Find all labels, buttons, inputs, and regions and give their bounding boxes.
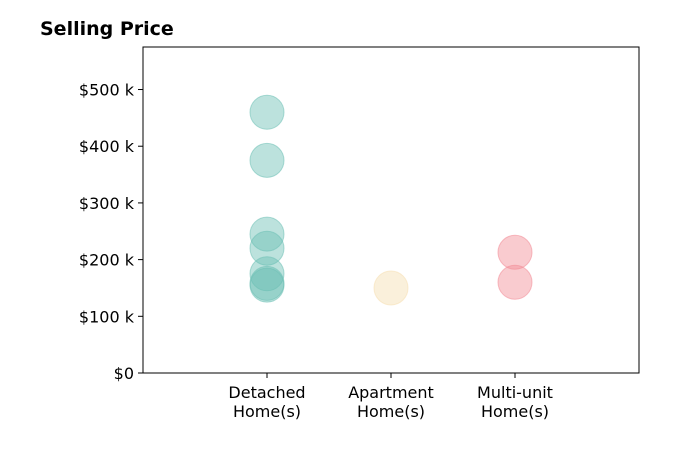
data-point — [249, 230, 285, 266]
x-tick-label-line: Multi-unit — [477, 383, 553, 402]
data-point — [249, 216, 285, 252]
data-point — [373, 270, 409, 306]
x-tick-label: Detached Home(s) — [228, 383, 305, 421]
y-axis: $0 $100 k $200 k $300 k $400 k $500 k — [79, 81, 143, 383]
y-tick-label: $300 k — [79, 194, 135, 213]
plot-area-frame — [142, 46, 640, 374]
y-tick-label: $0 — [114, 364, 134, 383]
data-point — [249, 267, 285, 303]
x-tick-label: Multi-unit Home(s) — [477, 383, 553, 421]
data-points — [249, 94, 533, 306]
data-point — [497, 264, 533, 300]
chart-title: Selling Price — [40, 18, 174, 40]
x-tick-label-line: Apartment — [348, 383, 434, 402]
y-tick-label: $100 k — [79, 307, 135, 326]
x-tick-label-line: Home(s) — [357, 402, 425, 421]
y-tick-label: $200 k — [79, 251, 135, 270]
data-point — [249, 94, 285, 130]
y-tick-label: $400 k — [79, 137, 135, 156]
x-tick-label-line: Home(s) — [233, 402, 301, 421]
x-tick-label-line: Home(s) — [481, 402, 549, 421]
x-tick-label: Apartment Home(s) — [348, 383, 434, 421]
x-tick-label-line: Detached — [228, 383, 305, 402]
x-axis: Detached Home(s)Apartment Home(s)Multi-uni… — [228, 373, 553, 421]
data-point — [249, 142, 285, 178]
data-point — [249, 256, 285, 292]
y-tick-label: $500 k — [79, 81, 135, 100]
data-point — [497, 234, 533, 270]
